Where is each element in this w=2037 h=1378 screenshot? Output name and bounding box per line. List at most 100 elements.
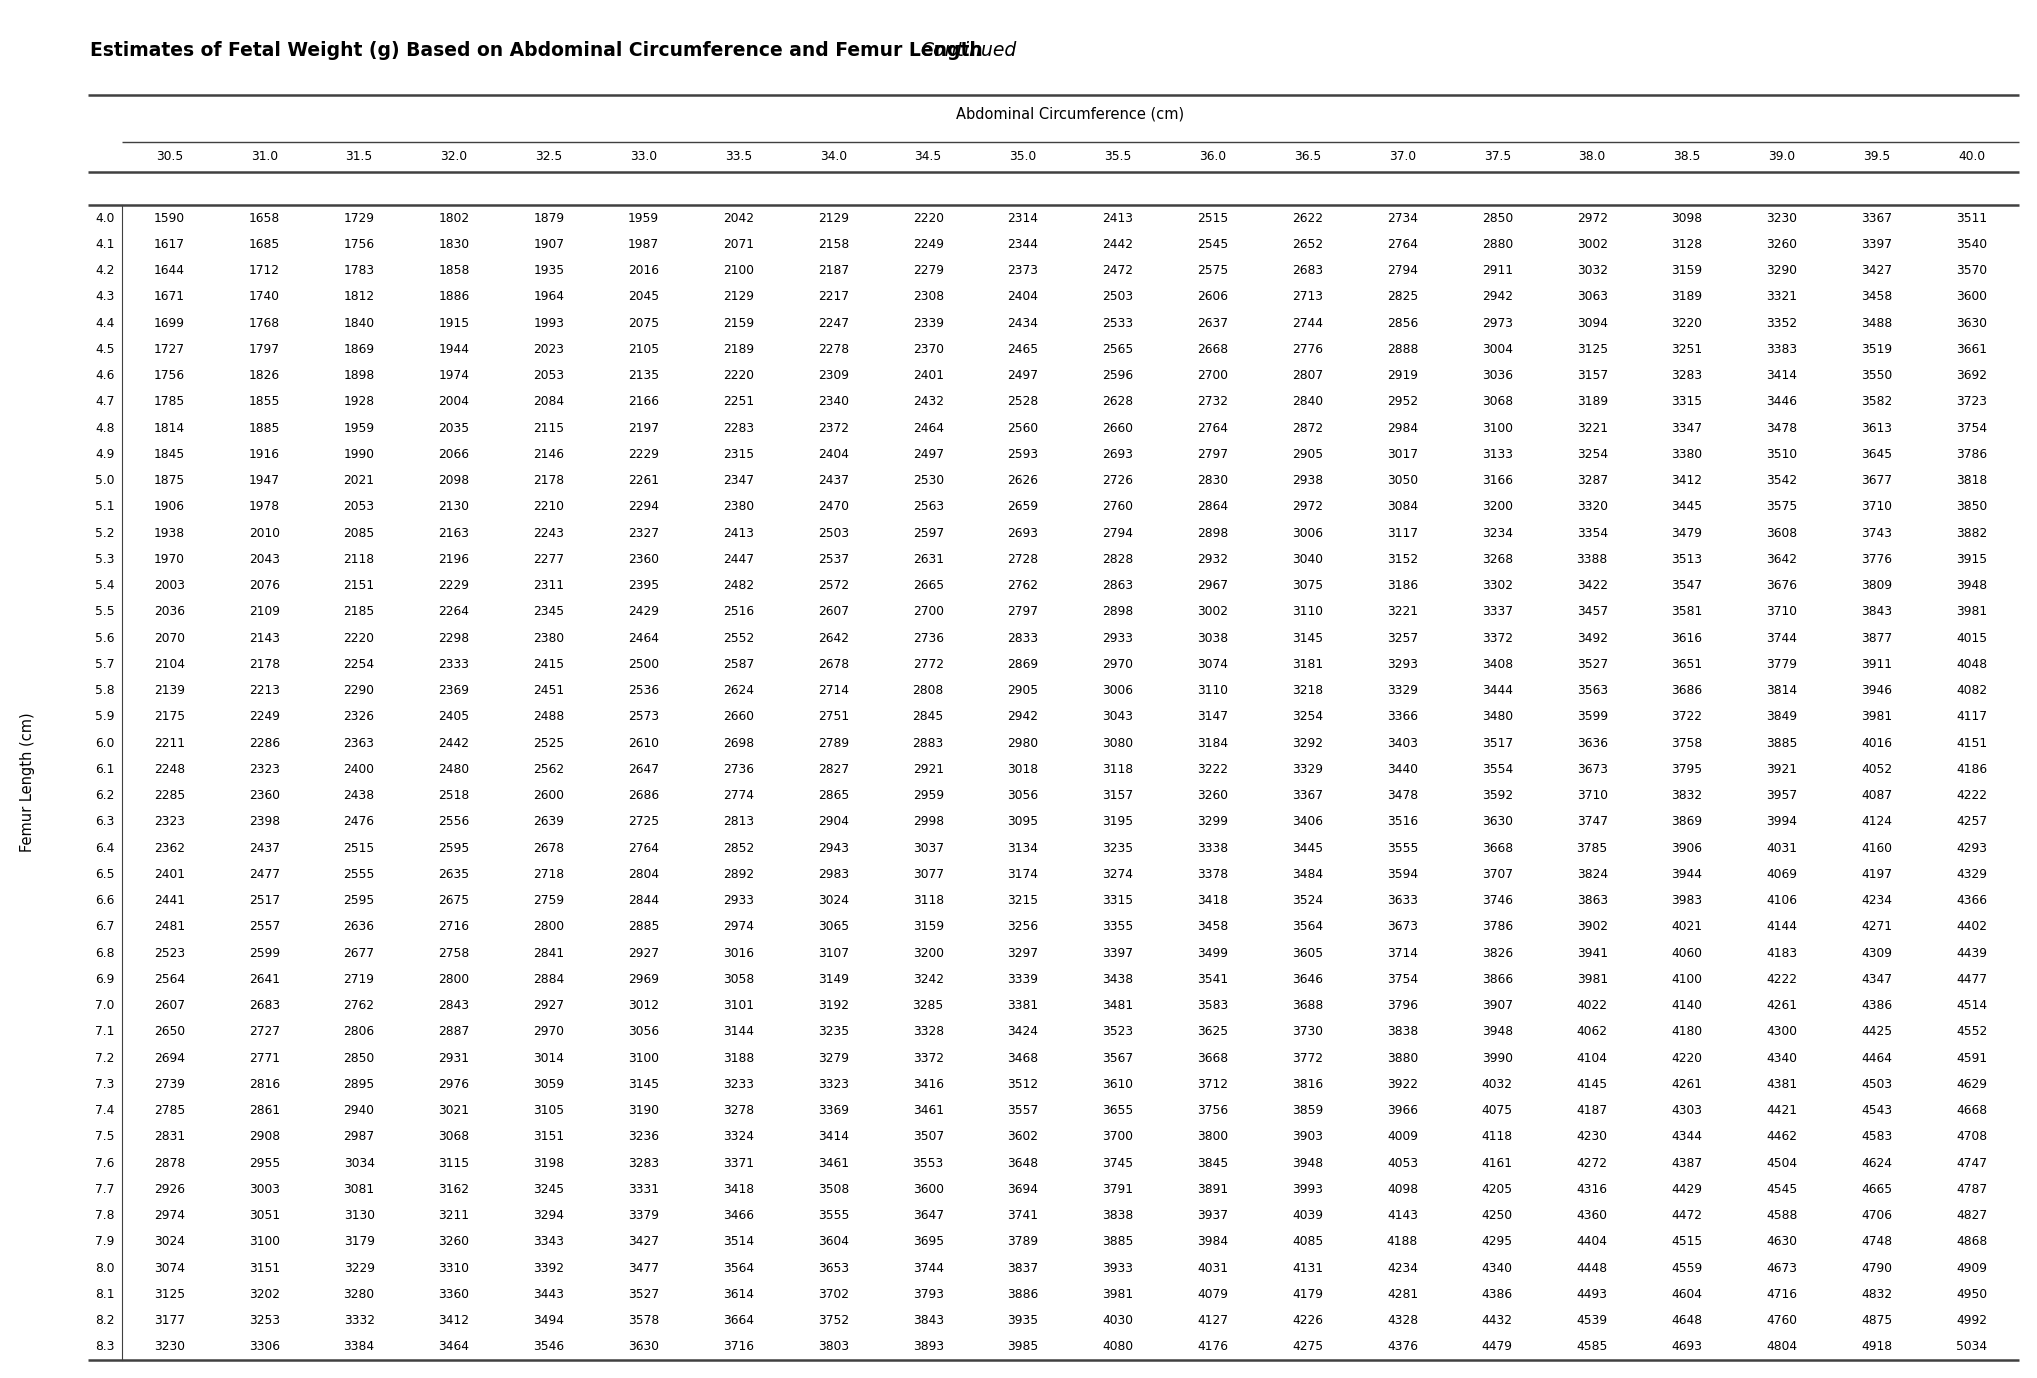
Text: 2789: 2789 bbox=[817, 737, 849, 750]
Text: 4381: 4381 bbox=[1766, 1078, 1797, 1091]
Text: 3256: 3256 bbox=[1008, 921, 1039, 933]
Text: 2286: 2286 bbox=[249, 737, 279, 750]
Text: 2864: 2864 bbox=[1198, 500, 1228, 514]
Text: 3192: 3192 bbox=[819, 999, 849, 1011]
Text: 3512: 3512 bbox=[1008, 1078, 1039, 1091]
Text: 5.6: 5.6 bbox=[96, 631, 114, 645]
Text: 3339: 3339 bbox=[1008, 973, 1039, 985]
Text: 3578: 3578 bbox=[627, 1315, 660, 1327]
Text: 1907: 1907 bbox=[534, 238, 564, 251]
Text: 2189: 2189 bbox=[723, 343, 754, 356]
Text: 4009: 4009 bbox=[1387, 1130, 1418, 1144]
Text: 2808: 2808 bbox=[913, 683, 943, 697]
Text: 2714: 2714 bbox=[819, 683, 849, 697]
Text: 2070: 2070 bbox=[155, 631, 185, 645]
Text: 2744: 2744 bbox=[1291, 317, 1324, 329]
Text: 3814: 3814 bbox=[1766, 683, 1797, 697]
Text: 4303: 4303 bbox=[1672, 1104, 1703, 1118]
Text: 2401: 2401 bbox=[913, 369, 943, 382]
Text: 3260: 3260 bbox=[1766, 238, 1797, 251]
Text: 2045: 2045 bbox=[627, 291, 660, 303]
Text: 4021: 4021 bbox=[1672, 921, 1703, 933]
Text: 3024: 3024 bbox=[155, 1235, 185, 1248]
Text: 2813: 2813 bbox=[723, 816, 754, 828]
Text: 4329: 4329 bbox=[1956, 868, 1986, 881]
Text: 3406: 3406 bbox=[1291, 816, 1324, 828]
Text: 3716: 3716 bbox=[723, 1341, 754, 1353]
Text: 3004: 3004 bbox=[1481, 343, 1513, 356]
Text: 3379: 3379 bbox=[627, 1209, 660, 1222]
Text: 3990: 3990 bbox=[1481, 1051, 1513, 1065]
Text: 7.0: 7.0 bbox=[96, 999, 114, 1011]
Text: 2606: 2606 bbox=[1198, 291, 1228, 303]
Text: 4706: 4706 bbox=[1862, 1209, 1892, 1222]
Text: 3438: 3438 bbox=[1102, 973, 1133, 985]
Text: 3838: 3838 bbox=[1387, 1025, 1418, 1039]
Text: 3948: 3948 bbox=[1481, 1025, 1513, 1039]
Text: 1935: 1935 bbox=[534, 265, 564, 277]
Text: 2921: 2921 bbox=[913, 763, 943, 776]
Text: 3516: 3516 bbox=[1387, 816, 1418, 828]
Text: 3324: 3324 bbox=[723, 1130, 754, 1144]
Text: 2185: 2185 bbox=[344, 605, 375, 619]
Text: 5034: 5034 bbox=[1956, 1341, 1988, 1353]
Text: 2217: 2217 bbox=[819, 291, 849, 303]
Text: 3195: 3195 bbox=[1102, 816, 1133, 828]
Text: 3816: 3816 bbox=[1291, 1078, 1324, 1091]
Text: 3059: 3059 bbox=[534, 1078, 564, 1091]
Text: 3664: 3664 bbox=[723, 1315, 754, 1327]
Text: 4079: 4079 bbox=[1198, 1288, 1228, 1301]
Text: 36.5: 36.5 bbox=[1293, 150, 1322, 164]
Text: 34.0: 34.0 bbox=[819, 150, 847, 164]
Text: 2600: 2600 bbox=[534, 790, 564, 802]
Text: 3850: 3850 bbox=[1956, 500, 1988, 514]
Text: 2678: 2678 bbox=[817, 657, 849, 671]
Text: 4909: 4909 bbox=[1956, 1262, 1986, 1275]
Text: 2477: 2477 bbox=[249, 868, 279, 881]
Text: 3105: 3105 bbox=[534, 1104, 564, 1118]
Text: 3002: 3002 bbox=[1577, 238, 1607, 251]
Text: 3006: 3006 bbox=[1291, 526, 1324, 540]
Text: 1915: 1915 bbox=[438, 317, 471, 329]
Text: 3519: 3519 bbox=[1862, 343, 1892, 356]
Text: 5.3: 5.3 bbox=[96, 553, 114, 566]
Text: 2650: 2650 bbox=[155, 1025, 185, 1039]
Text: 3677: 3677 bbox=[1862, 474, 1892, 488]
Text: 3414: 3414 bbox=[1766, 369, 1797, 382]
Text: 4804: 4804 bbox=[1766, 1341, 1797, 1353]
Text: 4222: 4222 bbox=[1766, 973, 1797, 985]
Text: 4085: 4085 bbox=[1291, 1235, 1324, 1248]
Text: 3355: 3355 bbox=[1102, 921, 1133, 933]
Text: 3151: 3151 bbox=[534, 1130, 564, 1144]
Text: 3602: 3602 bbox=[1008, 1130, 1039, 1144]
Text: 1879: 1879 bbox=[534, 212, 564, 225]
Text: 1947: 1947 bbox=[249, 474, 279, 488]
Text: 2762: 2762 bbox=[1008, 579, 1039, 593]
Text: 2220: 2220 bbox=[913, 212, 943, 225]
Text: 3758: 3758 bbox=[1672, 737, 1703, 750]
Text: 4293: 4293 bbox=[1956, 842, 1986, 854]
Text: 4261: 4261 bbox=[1672, 1078, 1703, 1091]
Text: 1855: 1855 bbox=[249, 395, 279, 408]
Text: 4234: 4234 bbox=[1862, 894, 1892, 907]
Text: 3646: 3646 bbox=[1291, 973, 1324, 985]
Text: 3012: 3012 bbox=[627, 999, 660, 1011]
Text: 2104: 2104 bbox=[155, 657, 185, 671]
Text: 4176: 4176 bbox=[1198, 1341, 1228, 1353]
Text: 3647: 3647 bbox=[913, 1209, 943, 1222]
Text: 3466: 3466 bbox=[723, 1209, 754, 1222]
Text: 3445: 3445 bbox=[1672, 500, 1703, 514]
Text: 7.2: 7.2 bbox=[96, 1051, 114, 1065]
Text: 4790: 4790 bbox=[1862, 1262, 1892, 1275]
Text: 4668: 4668 bbox=[1956, 1104, 1988, 1118]
Text: 3911: 3911 bbox=[1862, 657, 1892, 671]
Text: 3668: 3668 bbox=[1481, 842, 1513, 854]
Text: 2764: 2764 bbox=[627, 842, 660, 854]
Text: 3075: 3075 bbox=[1291, 579, 1324, 593]
Text: 35.0: 35.0 bbox=[1010, 150, 1037, 164]
Text: 4053: 4053 bbox=[1387, 1156, 1418, 1170]
Text: 2955: 2955 bbox=[249, 1156, 279, 1170]
Text: 4234: 4234 bbox=[1387, 1262, 1418, 1275]
Text: 1830: 1830 bbox=[438, 238, 471, 251]
Text: 3003: 3003 bbox=[249, 1182, 279, 1196]
